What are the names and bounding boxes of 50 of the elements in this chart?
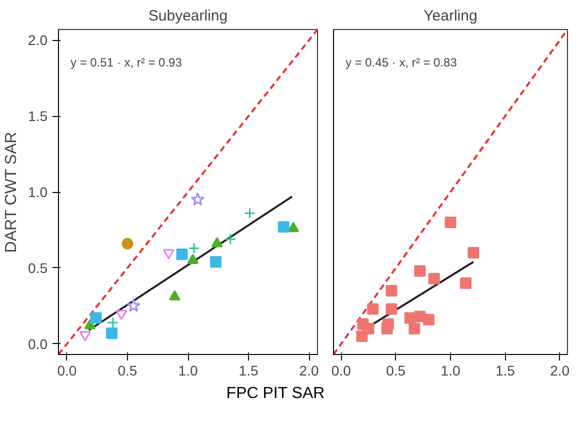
chart-title: Subyearling xyxy=(148,8,228,24)
point xyxy=(468,247,480,258)
point xyxy=(90,312,102,324)
point xyxy=(381,322,393,334)
point xyxy=(386,284,398,296)
y-tick-label: 1.5 xyxy=(28,108,48,124)
point xyxy=(386,303,398,315)
x-tick-label: 2.0 xyxy=(550,362,570,378)
point xyxy=(211,237,223,248)
point xyxy=(278,221,290,233)
point xyxy=(176,248,188,260)
point xyxy=(224,233,236,245)
point xyxy=(414,265,426,277)
point xyxy=(106,327,118,339)
point xyxy=(408,322,420,334)
x-tick-label: 1.5 xyxy=(238,362,258,378)
x-axis-title: FPC PIT SAR xyxy=(226,384,325,404)
x-tick-label: 0.5 xyxy=(386,362,406,378)
point xyxy=(422,314,434,326)
point xyxy=(210,256,222,268)
y-tick-label: 0.0 xyxy=(28,336,48,352)
x-tick-label: 0.0 xyxy=(57,362,77,378)
point xyxy=(107,316,119,328)
point xyxy=(288,222,300,232)
x-tick-label: 2.0 xyxy=(299,362,319,378)
point xyxy=(190,192,205,206)
annotation: y = 0.45 · x, r² = 0.83 xyxy=(346,56,458,70)
point xyxy=(122,238,134,250)
point xyxy=(126,298,140,312)
point xyxy=(367,303,379,315)
point xyxy=(168,290,180,300)
x-tick-label: 0.0 xyxy=(331,362,352,378)
point xyxy=(460,277,472,289)
x-tick-label: 1.0 xyxy=(440,362,460,378)
y-tick-label: 0.5 xyxy=(28,260,48,276)
chart-title: Yearling xyxy=(424,8,478,24)
point xyxy=(428,272,440,284)
x-tick-label: 0.5 xyxy=(118,362,138,378)
point xyxy=(356,330,368,342)
point xyxy=(188,242,200,254)
annotation: y = 0.51 · x, r² = 0.93 xyxy=(70,56,182,70)
point xyxy=(187,254,199,264)
x-tick-label: 1.0 xyxy=(178,362,198,378)
point xyxy=(444,216,456,228)
point xyxy=(244,208,256,220)
x-tick-label: 1.5 xyxy=(495,362,516,378)
y-axis-title: DART CWT SAR xyxy=(3,132,20,253)
y-tick-label: 2.0 xyxy=(28,32,48,48)
point xyxy=(84,319,96,330)
y-tick-label: 1.0 xyxy=(28,184,48,200)
